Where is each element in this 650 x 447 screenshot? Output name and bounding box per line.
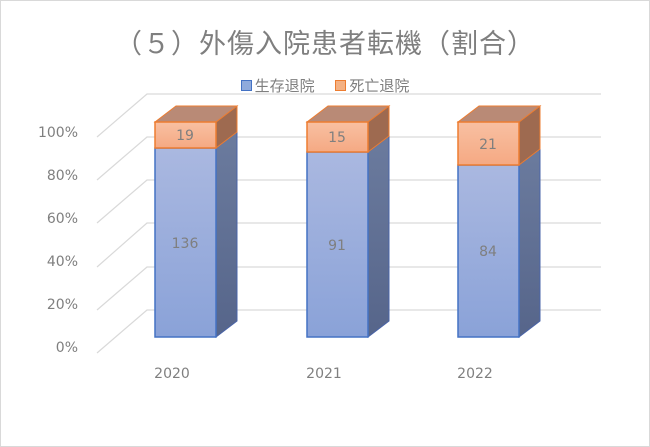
legend: 生存退院 死亡退院 [0,75,650,96]
legend-label-survived: 生存退院 [254,77,315,95]
legend-swatch-survived [240,80,252,91]
label-2021-survived: 91 [328,238,346,254]
x-tick-2021: 2021 [306,366,342,382]
x-tick-2020: 2020 [154,366,190,382]
legend-swatch-died [335,80,347,91]
label-2022-survived: 84 [479,244,497,260]
bar-2022 [456,104,542,339]
y-tick-20: 20% [46,297,78,313]
legend-item-survived: 生存退院 [240,75,315,96]
label-2020-survived: 136 [172,236,199,252]
label-2022-died: 21 [479,137,497,153]
gridlines [96,93,601,354]
y-tick-80: 80% [46,168,78,184]
chart-title: （５）外傷入院患者転機（割合） [115,29,535,60]
label-2021-died: 15 [328,130,346,146]
y-tick-0: 0% [55,340,78,356]
legend-label-died: 死亡退院 [349,77,410,95]
label-2020-died: 19 [176,128,194,144]
x-tick-2022: 2022 [457,366,493,382]
bar-2021 [305,104,391,339]
y-tick-60: 60% [46,211,78,227]
y-tick-100: 100% [37,125,78,141]
legend-item-died: 死亡退院 [335,75,409,96]
y-tick-40: 40% [46,254,78,270]
bar-2020 [153,104,239,339]
